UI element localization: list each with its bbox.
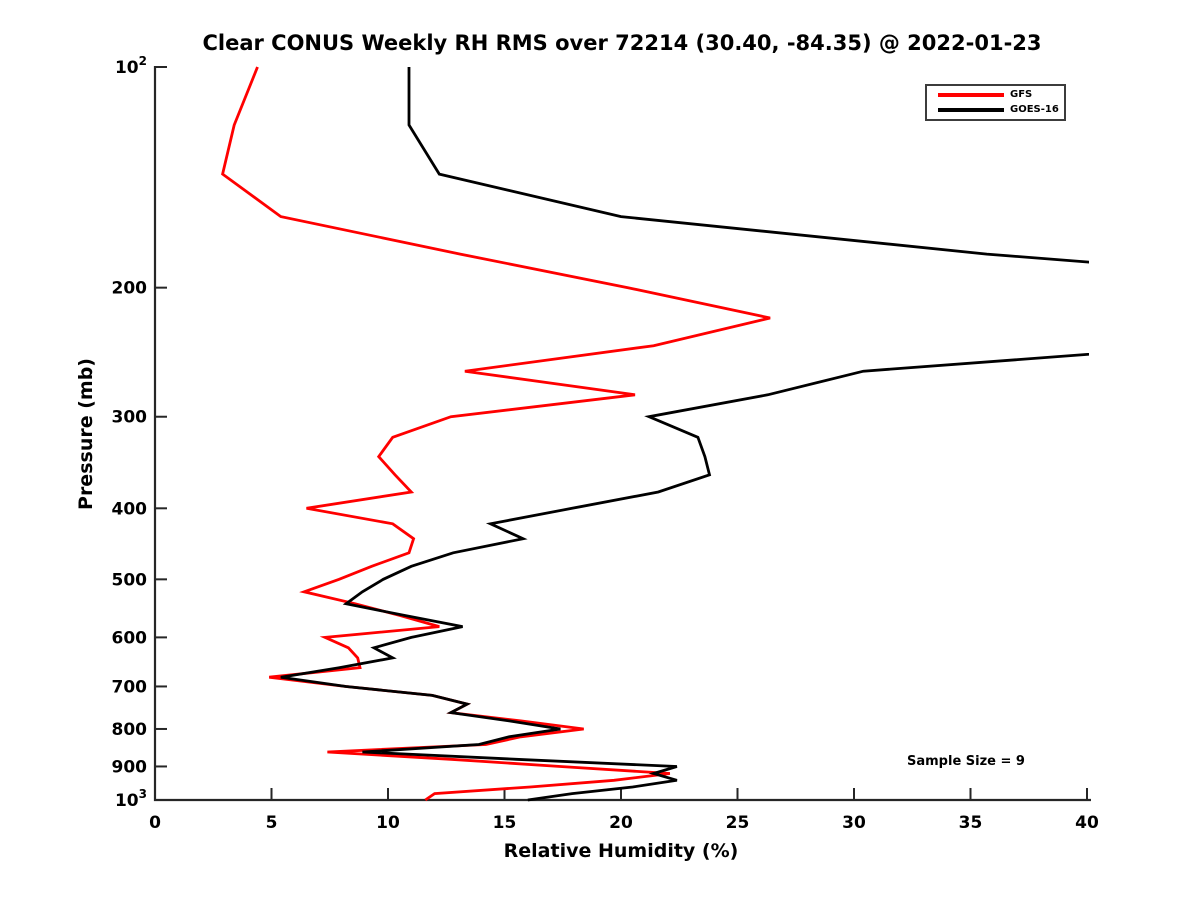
x-tick-label: 30 bbox=[842, 813, 866, 833]
legend-label-goes16: GOES-16 bbox=[1010, 104, 1059, 115]
x-tick-label: 10 bbox=[376, 813, 400, 833]
x-tick-label: 40 bbox=[1075, 813, 1099, 833]
y-tick-label: 800 bbox=[112, 720, 148, 740]
sample-size-annotation: Sample Size = 9 bbox=[907, 754, 1025, 769]
y-tick-label: 102 bbox=[115, 54, 147, 78]
x-tick-label: 35 bbox=[959, 813, 983, 833]
goes16-line-swatch bbox=[938, 108, 1004, 112]
y-tick-label: 103 bbox=[115, 787, 147, 811]
series-line-goes-16 bbox=[280, 67, 1089, 802]
y-tick-label: 200 bbox=[112, 279, 148, 299]
series-lines bbox=[221, 66, 1089, 802]
gfs-line-swatch bbox=[938, 93, 1004, 97]
y-tick-label: 700 bbox=[112, 677, 148, 697]
y-tick-label: 600 bbox=[112, 628, 148, 648]
y-axis-label: Pressure (mb) bbox=[75, 358, 97, 510]
y-tick-label: 500 bbox=[112, 570, 148, 590]
y-tick-label: 400 bbox=[112, 499, 148, 519]
legend-item-goes16: GOES-16 bbox=[938, 104, 1064, 116]
x-axis-label: Relative Humidity (%) bbox=[503, 840, 739, 862]
legend-box: GFS GOES-16 bbox=[925, 84, 1066, 121]
x-tick-label: 25 bbox=[726, 813, 750, 833]
x-tick-label: 5 bbox=[266, 813, 278, 833]
y-axis-ticks: 102 200 300 400 500 600 700 800 900 103 bbox=[112, 54, 167, 811]
y-tick-label: 300 bbox=[112, 408, 148, 428]
x-tick-label: 0 bbox=[149, 813, 161, 833]
legend-item-gfs: GFS bbox=[938, 89, 1064, 101]
x-tick-label: 15 bbox=[493, 813, 517, 833]
x-tick-label: 20 bbox=[609, 813, 633, 833]
axis-spines bbox=[153, 66, 1091, 802]
chart-title: Clear CONUS Weekly RH RMS over 72214 (30… bbox=[202, 31, 1042, 55]
x-axis-ticks: 0 5 10 15 20 25 30 35 40 bbox=[149, 788, 1099, 833]
y-tick-label: 900 bbox=[112, 757, 148, 777]
legend-label-gfs: GFS bbox=[1010, 89, 1033, 100]
